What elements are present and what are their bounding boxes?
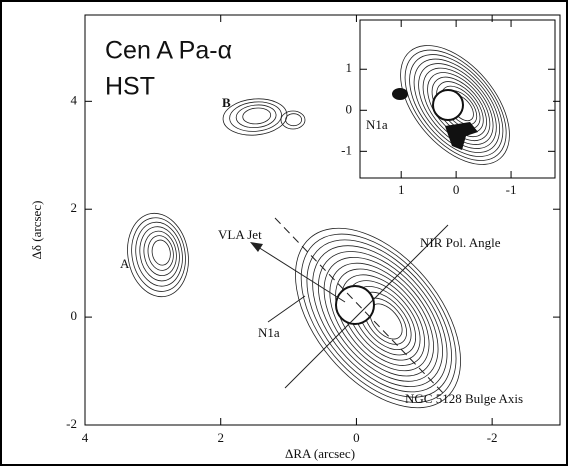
y-tick-label: 1 xyxy=(346,60,353,75)
contour-line xyxy=(346,280,421,361)
y-tick-label: -1 xyxy=(341,142,352,157)
vla-jet-arrow xyxy=(257,246,346,303)
contour-line xyxy=(242,107,272,125)
annotation: VLA Jet xyxy=(218,227,262,242)
contour-line xyxy=(312,245,448,393)
contour-line xyxy=(139,226,180,282)
contour-line xyxy=(335,268,430,372)
contour-line xyxy=(422,67,494,145)
hole xyxy=(335,285,375,325)
x-tick-label: 0 xyxy=(453,182,460,197)
contour-line xyxy=(295,227,461,409)
contour-line xyxy=(151,239,171,266)
contour-line xyxy=(127,212,189,298)
x-tick-label: 2 xyxy=(217,430,224,445)
title: Cen A Pa-α xyxy=(105,37,232,65)
subtitle: HST xyxy=(105,73,155,101)
y-tick-label: 0 xyxy=(71,308,78,323)
contour-line xyxy=(235,104,277,129)
annotation: NIR Pol. Angle xyxy=(420,235,501,250)
contour-line xyxy=(418,63,497,149)
x-tick-label: 1 xyxy=(398,182,405,197)
contour-line xyxy=(131,217,186,292)
nir-pol-line xyxy=(284,224,449,389)
inset-contours xyxy=(392,45,510,165)
contour-line xyxy=(317,251,443,388)
y-tick-label: 0 xyxy=(346,101,353,116)
annotation: NGC 5128 Bulge Axis xyxy=(405,391,523,406)
blob xyxy=(445,122,478,150)
x-tick-label: -1 xyxy=(506,182,517,197)
x-tick-label: 0 xyxy=(353,430,360,445)
contour-line xyxy=(323,256,439,382)
contour-line xyxy=(340,274,425,366)
n1a-pointer xyxy=(267,295,306,323)
contour-line xyxy=(306,239,452,398)
blob xyxy=(392,88,408,100)
bulge-axis-line xyxy=(274,217,446,396)
contour-line xyxy=(427,72,491,141)
annotation: A xyxy=(120,256,130,271)
contour-line xyxy=(329,262,434,377)
contour-line xyxy=(143,230,177,277)
contour-line xyxy=(413,58,501,153)
plot-frame xyxy=(84,14,561,426)
contour-line xyxy=(147,235,174,271)
x-tick-label: -2 xyxy=(487,430,498,445)
y-tick-label: -2 xyxy=(66,416,77,431)
contour-line xyxy=(285,113,303,127)
contour-line xyxy=(222,98,288,136)
y-tick-label: 2 xyxy=(71,200,78,215)
y-tick-label: 4 xyxy=(71,92,78,107)
x-axis-label: ΔRA (arcsec) xyxy=(285,446,355,461)
contour-line xyxy=(300,233,457,403)
contours xyxy=(127,98,461,409)
y-axis-label: Δδ (arcsec) xyxy=(29,201,44,260)
contour-line xyxy=(135,221,183,287)
annotation: N1a xyxy=(366,117,388,132)
annotation: N1a xyxy=(258,325,280,340)
contour-line xyxy=(280,110,306,130)
arrow-head xyxy=(250,242,263,252)
hole xyxy=(432,89,464,121)
contour-line xyxy=(400,45,510,165)
contour-line xyxy=(229,101,282,132)
annotation: B xyxy=(222,95,231,110)
x-tick-label: 4 xyxy=(82,430,89,445)
contour-line xyxy=(404,49,507,161)
contour-line xyxy=(409,54,504,157)
